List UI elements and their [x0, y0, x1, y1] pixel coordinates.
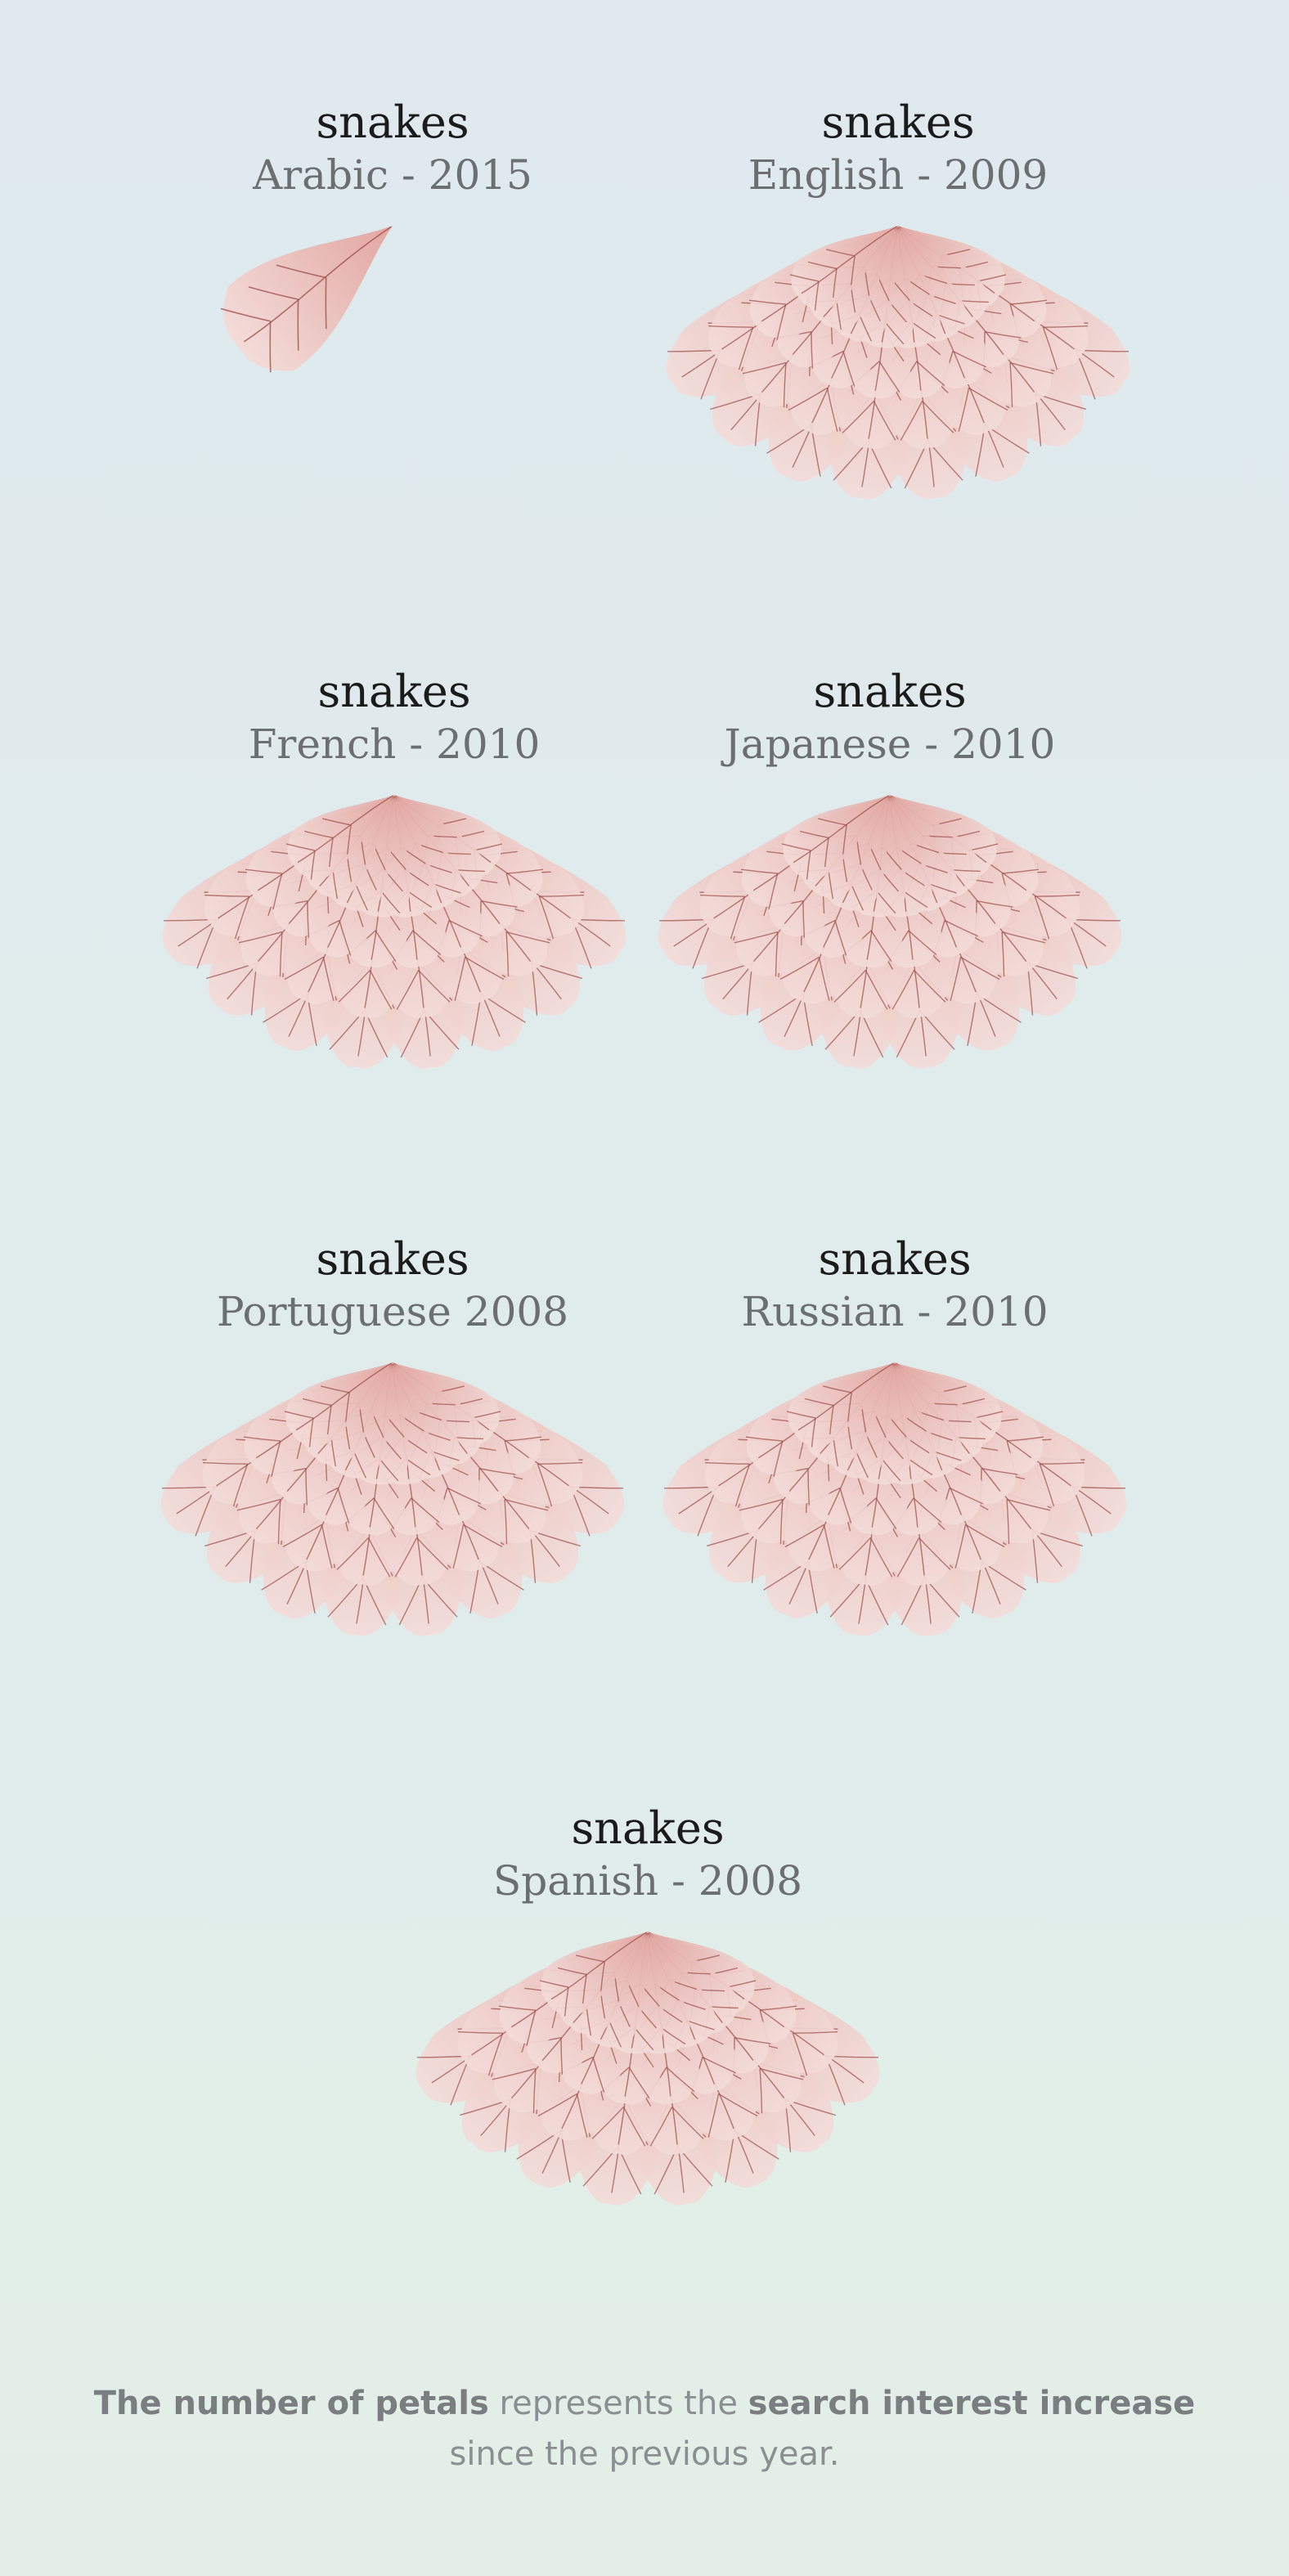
- flower-subtitle: Spanish - 2008: [492, 1857, 803, 1905]
- flower-term: snakes: [571, 1802, 725, 1854]
- petal-flower-graphic: [662, 1362, 1127, 1636]
- petal: [285, 795, 394, 880]
- flower-term: snakes: [813, 666, 967, 717]
- caption-text: represents the: [488, 2385, 748, 2422]
- flower-subtitle: Japanese - 2010: [724, 720, 1056, 768]
- caption-bold-petals: The number of petals: [93, 2385, 489, 2422]
- petal-flower-graphic: [658, 795, 1122, 1069]
- flower-term: snakes: [316, 96, 469, 148]
- petal-flower-graphic: [160, 1362, 625, 1636]
- flower-subtitle: Arabic - 2015: [253, 151, 532, 199]
- flower-subtitle: Portuguese 2008: [216, 1288, 569, 1335]
- legend-caption: The number of petals represents the sear…: [0, 2378, 1289, 2480]
- flower-subtitle: Russian - 2010: [741, 1288, 1049, 1335]
- flower-russian: snakes Russian - 2010: [641, 1233, 1148, 1747]
- flower-japanese: snakes Japanese - 2010: [636, 666, 1143, 1179]
- flower-english: snakes English - 2009: [644, 96, 1152, 610]
- flower-term: snakes: [317, 666, 471, 717]
- flower-french: snakes French - 2010: [141, 666, 648, 1179]
- caption-line-1: The number of petals represents the sear…: [0, 2378, 1289, 2429]
- flower-term: snakes: [821, 96, 975, 148]
- petal-flower-graphic: [415, 1932, 880, 2206]
- petal: [786, 1362, 895, 1447]
- flower-subtitle: English - 2009: [748, 151, 1049, 199]
- caption-bold-interest: search interest increase: [748, 2385, 1196, 2422]
- petal: [220, 226, 393, 373]
- petal-flower-graphic: [162, 795, 627, 1069]
- flower-term: snakes: [316, 1233, 469, 1285]
- flower-subtitle: French - 2010: [248, 720, 541, 768]
- flower-spanish: snakes Spanish - 2008: [394, 1802, 901, 2316]
- flower-portuguese: snakes Portuguese 2008: [139, 1233, 646, 1747]
- flower-term: snakes: [818, 1233, 972, 1285]
- petal-flower-graphic: [220, 226, 393, 373]
- petal: [789, 226, 898, 311]
- caption-line-2: since the previous year.: [449, 2435, 840, 2473]
- flower-arabic: snakes Arabic - 2015: [139, 96, 646, 610]
- petal: [781, 795, 890, 880]
- petal: [539, 1932, 648, 2017]
- petal-flower-graphic: [666, 226, 1130, 500]
- petal: [284, 1362, 393, 1447]
